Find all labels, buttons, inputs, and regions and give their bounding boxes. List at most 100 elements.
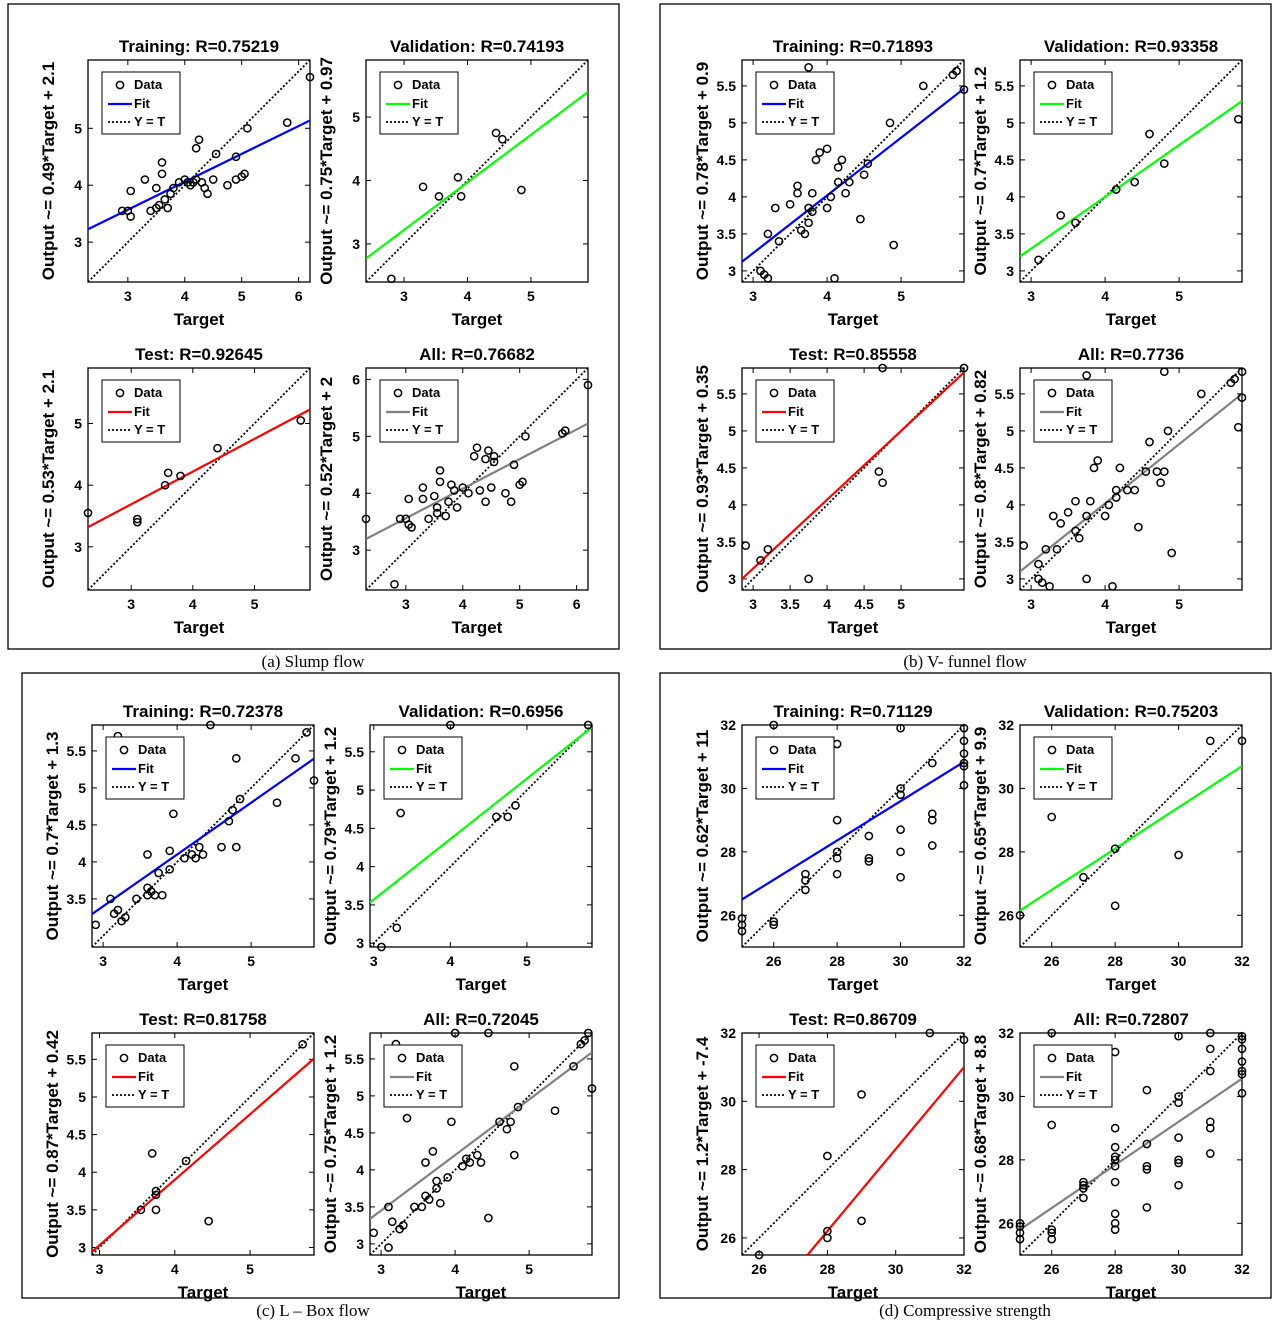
data-point: [506, 1117, 515, 1127]
data-point: [1115, 463, 1125, 473]
data-point: [1142, 1161, 1152, 1171]
x-axis-label: Target: [174, 310, 225, 329]
data-point: [407, 523, 416, 532]
panel-title: Training: R=0.71893: [773, 37, 933, 56]
legend-data-marker: [769, 745, 779, 755]
x-axis-label: Target: [174, 618, 225, 637]
x-tick-label: 4: [451, 1261, 459, 1277]
data-point: [889, 240, 899, 250]
data-point: [1048, 511, 1058, 521]
data-point: [398, 1221, 408, 1230]
y-tick-label: 3.5: [345, 1199, 365, 1215]
x-tick-label: 3: [400, 288, 408, 304]
data-point: [1237, 1057, 1247, 1066]
data-point: [489, 457, 499, 467]
data-point: [741, 541, 751, 550]
x-tick-label: 3: [370, 953, 378, 969]
legend-fit-label: Fit: [412, 404, 429, 419]
x-tick-label: 32: [1234, 953, 1250, 969]
y-tick-label: 4.5: [67, 817, 87, 833]
data-point: [1079, 1184, 1088, 1193]
data-point: [769, 720, 779, 730]
y-tick-label: 4: [1006, 497, 1014, 513]
data-point: [754, 1250, 764, 1260]
data-point: [1071, 218, 1080, 228]
legend-data-marker: [1047, 388, 1057, 398]
y-tick-label: 30: [720, 1093, 736, 1109]
data-point: [511, 801, 520, 810]
data-point: [169, 809, 178, 819]
panel-title: Validation: R=0.74193: [390, 37, 564, 56]
data-point: [959, 1035, 969, 1045]
panel-title: All: R=0.72045: [423, 1010, 539, 1029]
y-axis-label: Output ~= 0.75*Target + 0.97: [317, 57, 336, 285]
data-point: [832, 847, 842, 857]
data-point: [1110, 844, 1120, 854]
legend-data-marker: [769, 80, 779, 90]
legend-fit-label: Fit: [1066, 404, 1083, 419]
data-point: [491, 128, 501, 138]
legend-identity-label: Y = T: [788, 422, 819, 437]
x-axis-label: Target: [178, 975, 229, 994]
y-tick-label: 32: [998, 1025, 1014, 1041]
x-tick-label: 6: [295, 288, 303, 304]
data-point: [450, 1028, 460, 1038]
y-tick-label: 3.5: [345, 897, 365, 913]
data-point: [509, 1150, 519, 1160]
legend-data-marker: [1047, 745, 1057, 755]
group-frame-c: [21, 672, 620, 1299]
identity-line: [1020, 1033, 1242, 1255]
y-axis-label: Output ~= 0.65*Target + 9.9: [971, 727, 990, 945]
y-tick-label: 4: [352, 173, 360, 189]
panel-title: Validation: R=0.6956: [399, 702, 564, 721]
data-point: [737, 926, 747, 936]
data-point: [856, 214, 865, 224]
data-point: [896, 872, 905, 882]
x-tick-label: 5: [527, 288, 535, 304]
x-tick-label: 4: [181, 288, 189, 304]
data-point: [518, 477, 527, 487]
identity-line: [370, 725, 592, 947]
data-point: [424, 1195, 434, 1204]
data-point: [404, 494, 414, 504]
data-point: [1063, 507, 1073, 517]
data-point: [959, 758, 969, 768]
data-point: [296, 416, 306, 425]
data-point: [769, 917, 779, 926]
data-point: [191, 143, 201, 153]
x-tick-label: 4: [464, 288, 472, 304]
fit-line: [742, 371, 964, 580]
data-point: [1041, 544, 1051, 554]
caption-d: (d) Compressive strength: [879, 1301, 1051, 1320]
data-point: [501, 488, 510, 498]
legend-identity-label: Y = T: [788, 114, 819, 129]
data-point: [1015, 1222, 1025, 1231]
plot-area: [366, 60, 588, 282]
data-point: [1056, 519, 1066, 528]
data-point: [1233, 114, 1243, 124]
data-point: [163, 203, 173, 213]
data-point: [864, 853, 874, 863]
data-point: [1205, 1028, 1215, 1038]
legend-identity-label: Y = T: [788, 779, 819, 794]
data-point: [1174, 1180, 1183, 1190]
legend-identity-label: Y = T: [412, 422, 443, 437]
data-point: [1104, 500, 1114, 510]
y-tick-label: 5: [1006, 423, 1014, 439]
fit-line: [1020, 100, 1242, 258]
data-point: [476, 1158, 486, 1167]
data-point: [429, 491, 439, 501]
legend-fit-label: Fit: [1066, 1069, 1083, 1084]
y-tick-label: 3: [78, 1239, 86, 1255]
caption-c: (c) L – Box flow: [256, 1301, 370, 1320]
y-tick-label: 3.5: [717, 226, 737, 242]
fit-line: [92, 757, 314, 915]
x-tick-label: 28: [829, 953, 845, 969]
legend-data-label: Data: [138, 1050, 167, 1065]
data-point: [203, 189, 212, 199]
data-point: [1037, 578, 1047, 587]
x-tick-label: 26: [1044, 953, 1060, 969]
panel-1-2: 3 3.5 4 4.5 5 3 3.5 4 4.5 5 5.5 Data Fit Y = T Test: R…: [693, 345, 969, 637]
x-tick-label: 3: [402, 596, 410, 612]
y-tick-label: 4: [728, 497, 736, 513]
